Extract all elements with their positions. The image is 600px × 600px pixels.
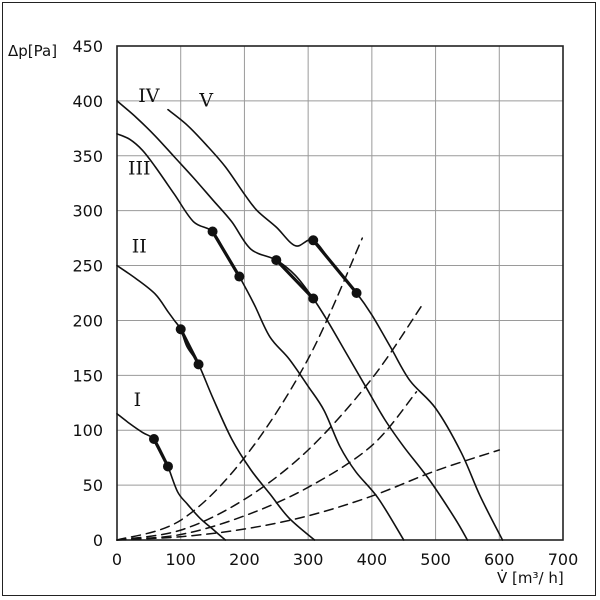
y-tick-label: 400 xyxy=(72,92,103,111)
operating-point xyxy=(308,293,319,304)
series-label: III xyxy=(128,157,151,179)
y-tick-label: 50 xyxy=(83,476,103,495)
fan-curve-IV xyxy=(116,100,469,541)
series-label: V xyxy=(198,89,213,111)
operating-point xyxy=(351,288,362,298)
fan-curve-I xyxy=(116,412,227,541)
x-tick-label: 0 xyxy=(112,550,122,569)
curves xyxy=(116,100,504,541)
system-curve-dashed xyxy=(116,391,418,541)
y-tick-label: 150 xyxy=(72,366,103,385)
operating-range-segment xyxy=(179,327,201,366)
series-label: IV xyxy=(138,85,160,107)
operating-point xyxy=(271,255,282,266)
x-tick-label: 400 xyxy=(357,550,388,569)
system-curve-dashed xyxy=(116,449,501,541)
operating-range-segment xyxy=(274,258,315,301)
y-tick-label: 450 xyxy=(72,37,103,56)
y-tick-label: 350 xyxy=(72,147,103,166)
x-tick-label: 600 xyxy=(484,550,515,569)
x-tick-label: 300 xyxy=(293,550,324,569)
fan-curve-III xyxy=(116,133,405,541)
operating-point xyxy=(207,226,218,237)
y-axis-label: Δp[Pa] xyxy=(8,42,57,60)
series-label: II xyxy=(132,235,147,257)
operating-range-segment xyxy=(311,238,359,295)
tick-labels: 0 100 200 300 400 500 600 700 0 50 100 150 200 250 300… xyxy=(72,37,578,569)
y-tick-label: 0 xyxy=(93,531,103,550)
y-tick-label: 250 xyxy=(72,257,103,276)
operating-point xyxy=(175,324,186,335)
system-curve-dashed xyxy=(116,237,364,541)
y-tick-label: 200 xyxy=(72,311,103,330)
operating-point xyxy=(148,434,159,445)
system-curve-dashed xyxy=(116,303,424,541)
series-label: I xyxy=(134,389,142,411)
plot-border xyxy=(116,45,564,541)
grid xyxy=(116,45,564,541)
operating-points xyxy=(148,226,362,472)
fan-curve-V xyxy=(167,108,504,541)
x-tick-label: 100 xyxy=(165,550,196,569)
operating-range-segment xyxy=(152,437,170,469)
x-tick-label: 200 xyxy=(229,550,260,569)
operating-point xyxy=(234,271,245,282)
operating-point xyxy=(162,461,173,472)
x-tick-label: 500 xyxy=(420,550,451,569)
operating-point xyxy=(193,359,204,370)
operating-point xyxy=(308,235,319,246)
y-tick-label: 100 xyxy=(72,421,103,440)
operating-range-segment xyxy=(210,229,241,279)
x-tick-label: 700 xyxy=(548,550,579,569)
y-tick-label: 300 xyxy=(72,202,103,221)
x-axis-label: V̇ [m³/ h] xyxy=(497,568,564,587)
